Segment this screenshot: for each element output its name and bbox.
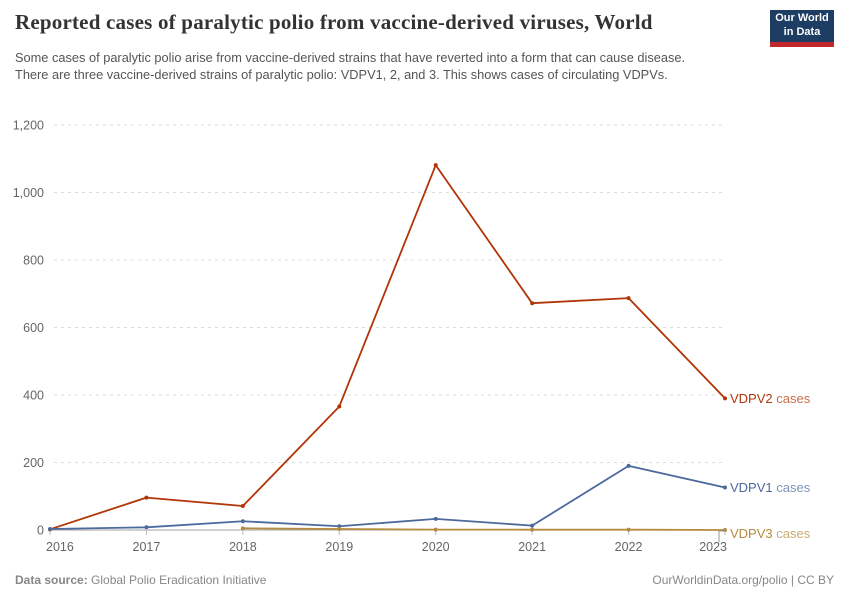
- x-axis-tick-label: 2023: [699, 540, 727, 554]
- data-source-label: Data source:: [15, 573, 92, 587]
- data-point: [723, 396, 727, 401]
- data-point: [530, 523, 535, 528]
- x-axis-tick-label: 2017: [133, 540, 161, 554]
- data-point: [530, 301, 535, 306]
- x-axis-tick-label: 2022: [615, 540, 643, 554]
- data-point: [337, 404, 342, 409]
- y-axis-tick-label: 1,200: [13, 119, 44, 133]
- logo-line-1: Our World: [775, 12, 829, 25]
- series-label-vdpv2: VDPV2 cases: [730, 391, 811, 406]
- data-point: [530, 527, 535, 532]
- y-axis-tick-label: 800: [23, 254, 44, 268]
- data-point: [433, 516, 438, 521]
- y-axis-tick-label: 1,000: [13, 186, 44, 200]
- series-label-vdpv3: VDPV3 cases: [730, 526, 811, 541]
- x-axis-tick-label: 2020: [422, 540, 450, 554]
- data-point: [48, 526, 52, 531]
- y-axis-tick-label: 400: [23, 389, 44, 403]
- data-point: [240, 519, 245, 524]
- x-axis-tick-label: 2018: [229, 540, 257, 554]
- data-point: [723, 485, 727, 490]
- data-point: [144, 495, 149, 500]
- attribution: OurWorldinData.org/polio | CC BY: [652, 573, 834, 587]
- line-chart: 0 200 400 600 800 1,000 1,200 2016 2017 2018 2019 2…: [13, 119, 811, 555]
- data-point: [626, 296, 631, 301]
- y-axis-tick-label: 200: [23, 456, 44, 470]
- data-point: [433, 527, 438, 532]
- series-label-vdpv1: VDPV1 cases: [730, 480, 811, 495]
- owid-logo: Our World in Data: [770, 10, 834, 47]
- logo-line-2: in Data: [783, 26, 821, 38]
- chart-subtitle: Some cases of paralytic polio arise from…: [15, 50, 686, 83]
- data-point: [240, 526, 245, 531]
- data-source-value: Global Polio Eradication Initiative: [91, 573, 267, 587]
- page-title: Reported cases of paralytic polio from v…: [15, 10, 653, 34]
- y-axis-tick-label: 0: [37, 524, 44, 538]
- label-connector: [718, 530, 726, 542]
- series-line-vdpv1: [49, 464, 726, 530]
- data-point: [626, 527, 631, 532]
- series-line-vdpv2: [49, 164, 726, 531]
- x-axis-tick-label: 2021: [518, 540, 546, 554]
- data-point: [240, 504, 245, 509]
- x-axis-tick-label: 2019: [325, 540, 353, 554]
- data-source: Data source: Global Polio Eradication In…: [15, 573, 266, 587]
- data-point: [433, 163, 438, 168]
- x-axis-tick-label: 2016: [46, 540, 74, 554]
- chart-footer: Data source: Global Polio Eradication In…: [15, 573, 834, 587]
- data-point: [626, 463, 631, 468]
- data-point: [144, 525, 149, 530]
- series-line-vdpv3: [241, 527, 726, 531]
- data-point: [337, 526, 342, 531]
- y-axis-tick-label: 600: [23, 321, 44, 335]
